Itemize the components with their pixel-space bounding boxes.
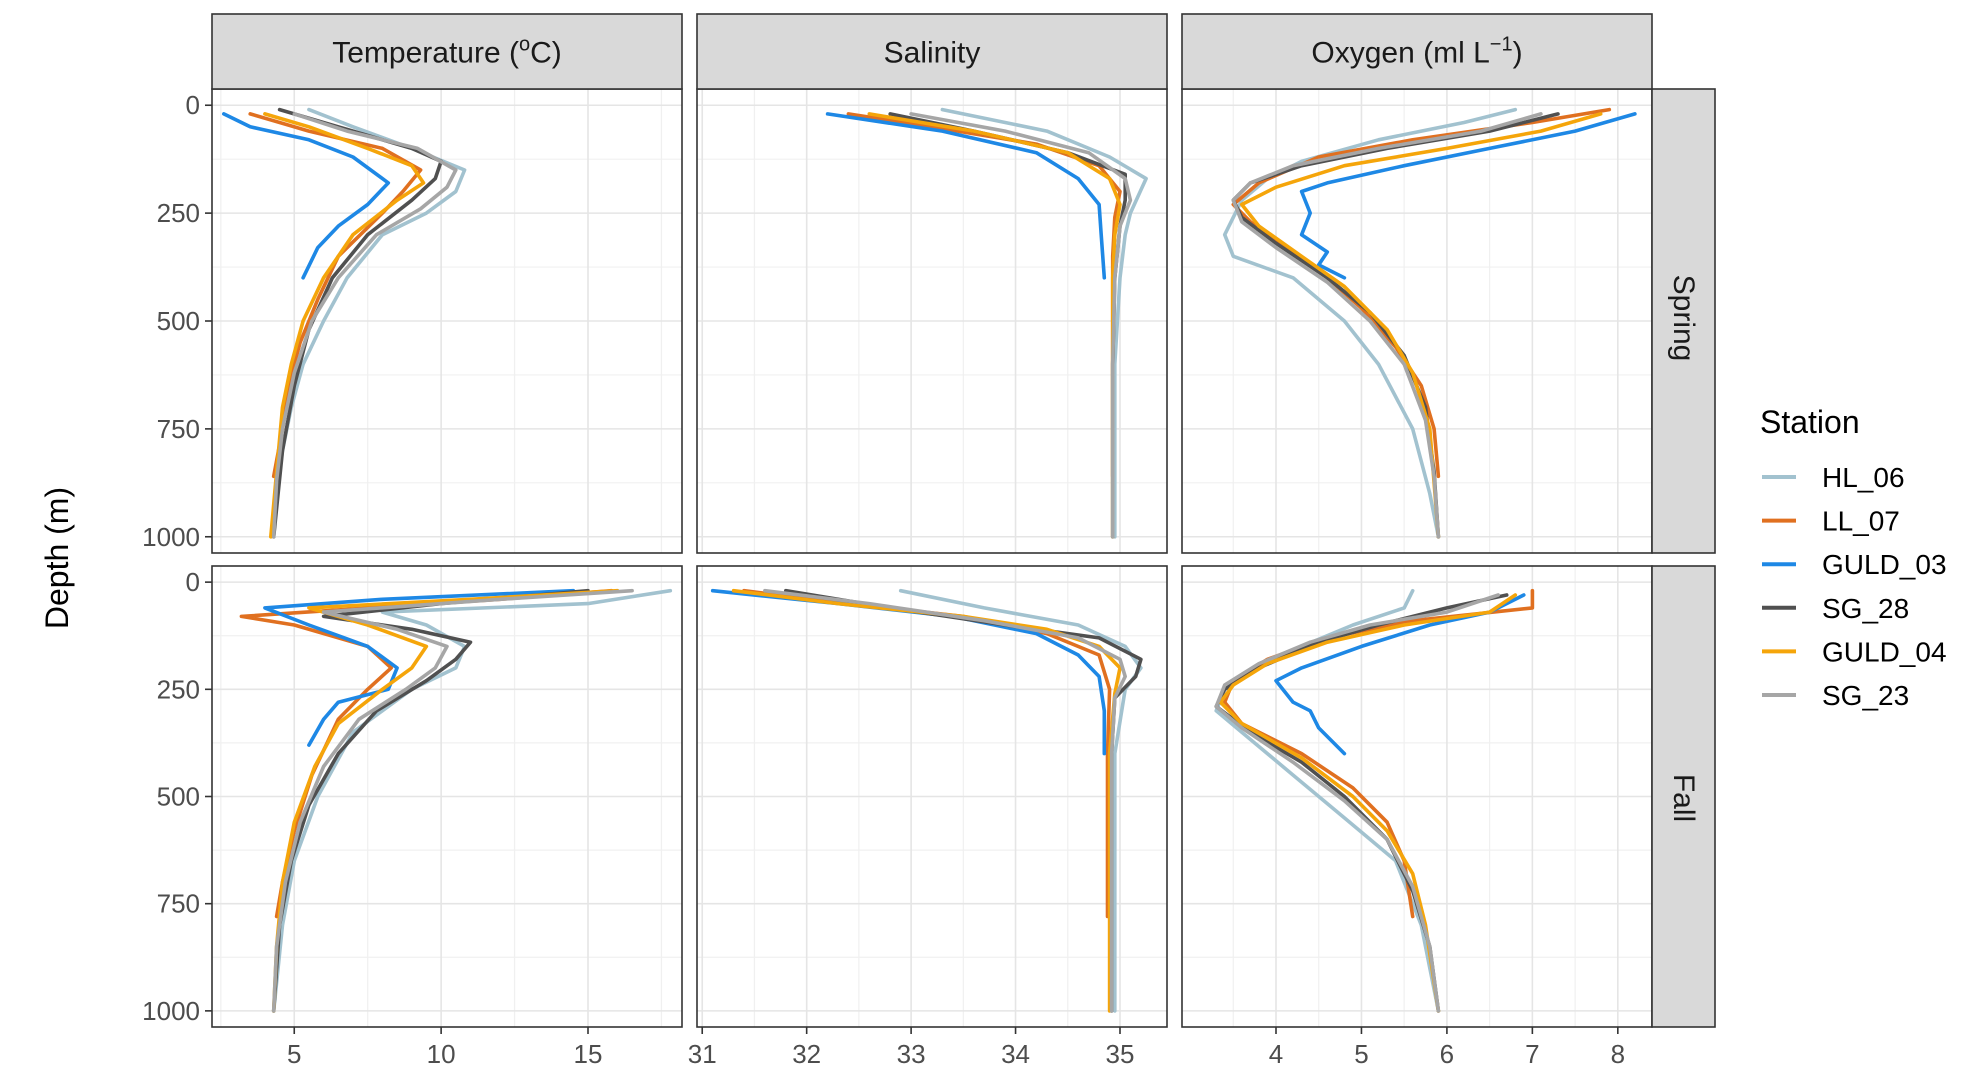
x-tick-label: 32	[792, 1039, 821, 1069]
y-tick-label: 1000	[142, 996, 200, 1026]
x-tick-label: 5	[287, 1039, 301, 1069]
legend-label: SG_28	[1822, 593, 1909, 624]
series-line-GULD_04	[271, 588, 620, 1013]
facet-strips: Spring Fall Temperature (oC) Salinity Oxygen…	[211, 13, 1716, 1028]
panel-border	[696, 565, 1168, 1028]
panel-oxygen-fall	[1181, 565, 1653, 1028]
y-tick-label: 250	[157, 674, 200, 704]
row-strip-fall	[1651, 565, 1716, 1028]
panel-salinity-spring	[696, 88, 1168, 554]
series-line-LL_07	[1222, 588, 1535, 919]
row-strip-label: Spring	[1667, 275, 1700, 362]
legend-item-SG_23: SG_23	[1762, 680, 1909, 711]
panel-temperature-fall	[211, 565, 683, 1028]
series-line-SG_23	[271, 588, 634, 1013]
row-strip-label: Fall	[1667, 774, 1700, 822]
column-strip-salinity	[696, 13, 1168, 90]
series-line-GULD_03	[222, 112, 391, 280]
legend-item-GULD_03: GULD_03	[1762, 549, 1947, 580]
series-line-SG_23	[1214, 593, 1500, 1013]
column-strip-label: Salinity	[884, 37, 981, 70]
x-tick-label: 5	[1354, 1039, 1368, 1069]
series-line-GULD_03	[825, 112, 1107, 280]
y-tick-label: 0	[186, 567, 200, 597]
legend-label: LL_07	[1822, 506, 1900, 537]
y-tick-label: 500	[157, 782, 200, 812]
series-line-SG_23	[909, 112, 1133, 539]
series-line-GULD_04	[1240, 112, 1603, 539]
series-line-GULD_03	[263, 588, 576, 747]
x-tick-label: 4	[1269, 1039, 1283, 1069]
row-strip-spring	[1651, 88, 1716, 554]
series-line-SG_23	[271, 112, 458, 539]
series-line-GULD_04	[1218, 593, 1518, 1013]
x-tick-label: 33	[897, 1039, 926, 1069]
x-tick-label: 8	[1611, 1039, 1625, 1069]
x-tick-label: 35	[1106, 1039, 1135, 1069]
x-tick-label: 34	[1001, 1039, 1030, 1069]
legend-label: HL_06	[1822, 462, 1905, 493]
legend-label: GULD_03	[1822, 549, 1947, 580]
y-tick-label: 0	[186, 90, 200, 120]
legend: Station HL_06 LL_07 GULD_03 SG_28 GULD_04 SG_2…	[1760, 404, 1947, 711]
y-tick-label: 1000	[142, 522, 200, 552]
axes: 0 250 500 750 1000 5 10 15 31 32 33 34 35 4 5 6 7 8 0 250 50…	[39, 90, 1625, 1069]
panel-oxygen-spring	[1181, 88, 1653, 554]
series-line-HL_06	[1222, 107, 1518, 539]
series-line-GULD_04	[263, 112, 426, 539]
legend-item-GULD_04: GULD_04	[1762, 636, 1947, 667]
legend-label: GULD_04	[1822, 636, 1947, 667]
x-tick-label: 7	[1525, 1039, 1539, 1069]
y-tick-label: 500	[157, 306, 200, 336]
series-line-SG_23	[763, 588, 1127, 1013]
legend-item-HL_06: HL_06	[1762, 462, 1905, 493]
panel-grid	[211, 88, 1653, 1028]
y-tick-label: 750	[157, 414, 200, 444]
y-tick-label: 750	[157, 889, 200, 919]
legend-item-LL_07: LL_07	[1762, 506, 1900, 537]
column-strip-label: Oxygen (ml L−1)	[1311, 34, 1522, 70]
x-tick-label: 6	[1440, 1039, 1454, 1069]
column-strip-label: Temperature (oC)	[332, 34, 562, 70]
x-tick-label: 10	[427, 1039, 456, 1069]
series-line-LL_07	[248, 112, 423, 479]
series-line-HL_06	[940, 107, 1148, 539]
y-axis-title: Depth (m)	[39, 487, 75, 629]
series-line-GULD_03	[1274, 593, 1526, 756]
x-tick-label: 15	[574, 1039, 603, 1069]
series-line-SG_23	[1231, 112, 1543, 539]
series-line-GULD_03	[1299, 112, 1637, 280]
panel-salinity-fall	[696, 565, 1168, 1028]
x-tick-label: 31	[688, 1039, 717, 1069]
legend-item-SG_28: SG_28	[1762, 593, 1909, 624]
panel-temperature-spring	[211, 88, 683, 554]
y-tick-label: 250	[157, 198, 200, 228]
legend-label: SG_23	[1822, 680, 1909, 711]
column-strip-temperature	[211, 13, 683, 90]
series-line-HL_06	[271, 588, 673, 1013]
legend-title: Station	[1760, 404, 1860, 440]
series-line-HL_06	[1214, 588, 1441, 1013]
column-strip-oxygen	[1181, 13, 1653, 90]
